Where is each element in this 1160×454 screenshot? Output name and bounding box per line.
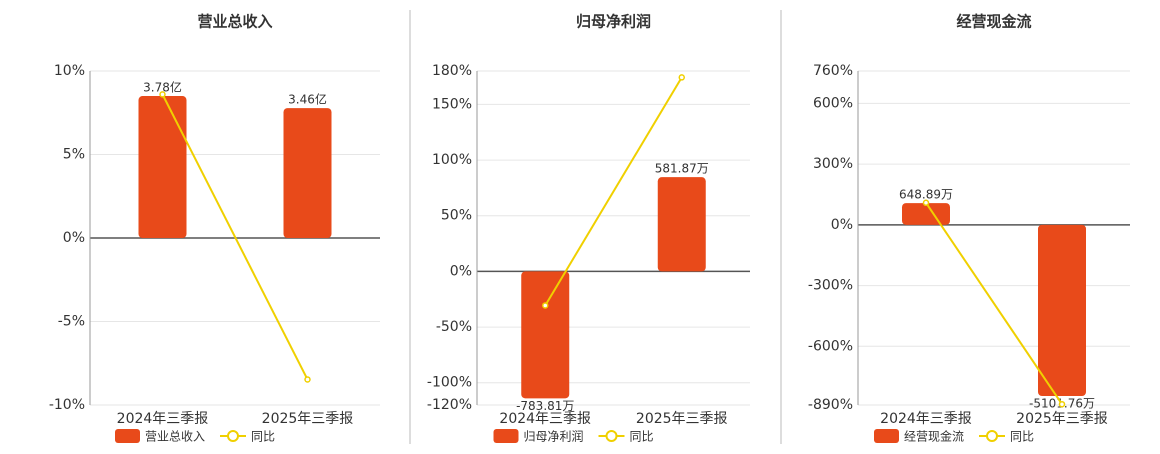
y-tick-label: -5% <box>58 314 85 330</box>
y-tick-label: 760% <box>813 63 853 79</box>
x-tick-label: 2024年三季报 <box>499 411 591 427</box>
legend-label: 营业总收入 <box>145 430 205 444</box>
line <box>544 76 683 306</box>
line-point <box>159 91 166 98</box>
x-tick-label: 2025年三季报 <box>1016 411 1108 427</box>
data-label: 3.78亿 <box>143 80 182 95</box>
line-point <box>304 376 311 383</box>
line-point <box>678 74 685 81</box>
legend-label: 同比 <box>1010 430 1034 444</box>
y-tick-label: -300% <box>808 278 853 294</box>
bar <box>902 203 950 225</box>
legend-label: 同比 <box>630 430 654 444</box>
y-tick-label: -100% <box>427 375 472 391</box>
y-tick-label: 0% <box>831 217 853 233</box>
y-tick-label: -600% <box>808 338 853 354</box>
chart-title: 经营现金流 <box>956 13 1031 31</box>
legend-swatch <box>493 429 519 443</box>
legend-label: 同比 <box>251 430 275 444</box>
data-label: 581.87万 <box>655 162 709 176</box>
y-tick-label: -10% <box>49 397 85 413</box>
data-label: 3.46亿 <box>288 92 327 107</box>
x-tick-label: 2024年三季报 <box>117 411 209 427</box>
y-tick-label: -890% <box>808 397 853 413</box>
legend-marker <box>227 430 239 442</box>
data-label: -783.81万 <box>516 399 574 413</box>
data-label: 648.89万 <box>899 188 953 202</box>
y-tick-label: 5% <box>63 147 85 163</box>
y-tick-label: 0% <box>450 263 472 279</box>
bar <box>1038 224 1086 396</box>
y-tick-label: -120% <box>427 397 472 413</box>
y-tick-label: 300% <box>813 156 853 172</box>
y-tick-label: 50% <box>441 208 472 224</box>
y-tick-label: 10% <box>54 63 85 79</box>
y-tick-label: 0% <box>63 230 85 246</box>
y-tick-label: 150% <box>432 96 472 112</box>
legend-marker <box>986 430 998 442</box>
line <box>161 93 309 380</box>
y-tick-label: -50% <box>436 319 472 335</box>
y-tick-label: 180% <box>432 63 472 79</box>
line <box>925 202 1063 405</box>
chart-title: 营业总收入 <box>197 13 272 31</box>
line-point <box>542 302 549 309</box>
bar <box>138 96 187 238</box>
x-tick-label: 2025年三季报 <box>262 411 354 427</box>
bar <box>283 108 332 239</box>
chart-title: 归母净利润 <box>576 13 651 31</box>
legend-swatch <box>874 429 899 443</box>
x-tick-label: 2025年三季报 <box>636 411 728 427</box>
y-tick-label: 600% <box>813 95 853 111</box>
line-point <box>922 199 930 207</box>
legend-label: 经营现金流 <box>904 429 964 444</box>
legend-swatch <box>115 429 140 443</box>
line-point <box>1058 400 1066 408</box>
bar <box>521 271 570 399</box>
legend-marker <box>605 430 618 442</box>
bar <box>657 177 706 272</box>
y-tick-label: 100% <box>432 152 472 168</box>
legend-label: 归母净利润 <box>524 430 584 444</box>
x-tick-label: 2024年三季报 <box>880 411 972 427</box>
